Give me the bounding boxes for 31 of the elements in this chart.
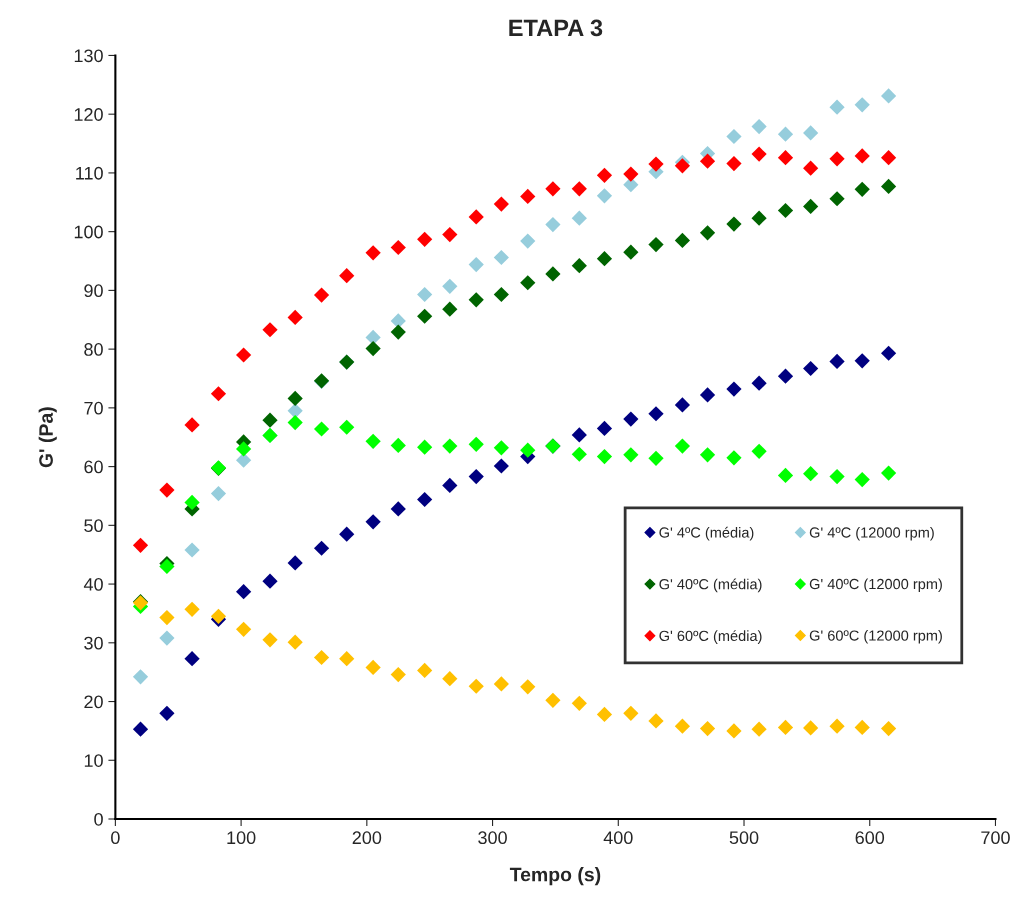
- x-tick-label: 400: [603, 831, 633, 845]
- y-tick-label: 30: [84, 636, 103, 650]
- y-axis-title: G' (Pa): [38, 407, 57, 468]
- chart-title: ETAPA 3: [509, 19, 603, 37]
- y-tick-label: 50: [84, 519, 103, 533]
- legend-label: G' 40ºC (12000 rpm): [809, 578, 942, 593]
- legend-label: G' 60ºC (12000 rpm): [809, 629, 942, 644]
- y-tick-label: 20: [84, 695, 103, 709]
- x-tick-label: 500: [729, 831, 759, 845]
- x-tick-label: 200: [352, 831, 382, 845]
- legend-label: G' 40ºC (média): [659, 578, 762, 593]
- x-axis-title: Tempo (s): [509, 867, 601, 886]
- y-tick-label: 40: [83, 578, 103, 591]
- legend-label: G' 60ºC (média): [659, 630, 762, 644]
- y-tick-label: 70: [84, 401, 103, 415]
- x-tick-label: 300: [478, 831, 507, 845]
- legend-label: G' 4ºC (12000 rpm): [809, 526, 934, 541]
- x-tick-label: 600: [855, 831, 885, 845]
- legend-label: G' 4ºC (média): [659, 526, 754, 541]
- x-tick-label: 700: [981, 831, 1010, 845]
- y-tick-label: 10: [84, 754, 103, 767]
- x-tick-label: 0: [111, 831, 120, 845]
- x-tick-label: 100: [227, 831, 256, 845]
- y-tick-label: 110: [76, 166, 103, 180]
- y-tick-label: 80: [84, 343, 103, 356]
- y-tick-label: 60: [84, 460, 103, 474]
- y-tick-label: 90: [84, 284, 103, 298]
- y-tick-label: 130: [74, 49, 103, 63]
- y-tick-label: 100: [74, 225, 103, 239]
- y-tick-label: 0: [94, 812, 103, 826]
- y-tick-label: 120: [74, 108, 103, 121]
